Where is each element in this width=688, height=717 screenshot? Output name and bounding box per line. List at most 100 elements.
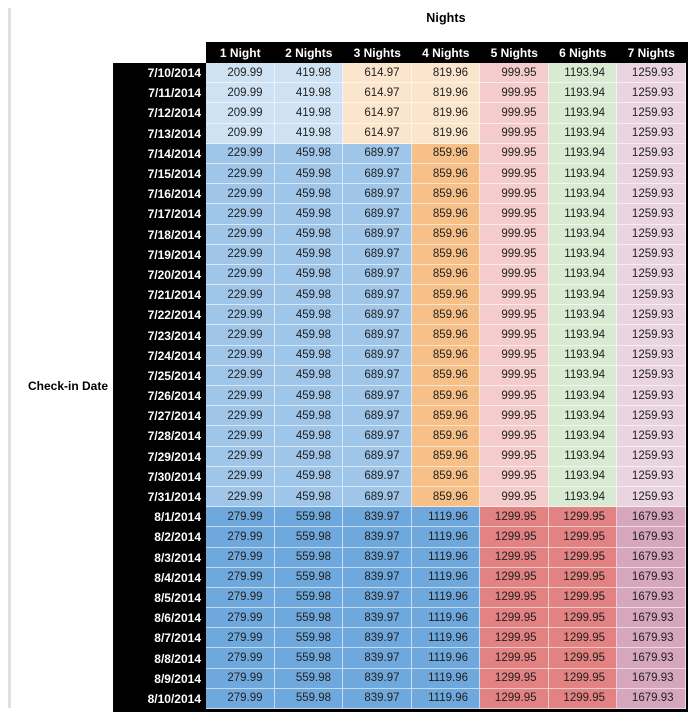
price-cell[interactable]: 1119.96 xyxy=(411,547,480,568)
price-cell[interactable]: 859.96 xyxy=(411,143,480,164)
price-cell[interactable]: 839.97 xyxy=(343,608,412,629)
price-cell[interactable]: 614.97 xyxy=(343,123,412,144)
price-cell[interactable]: 839.97 xyxy=(343,628,412,649)
checkin-date-cell[interactable]: 7/21/2014 xyxy=(113,285,206,306)
price-cell[interactable]: 819.96 xyxy=(411,103,480,124)
price-cell[interactable]: 229.99 xyxy=(206,264,275,286)
checkin-date-cell[interactable]: 7/22/2014 xyxy=(113,305,206,326)
price-cell[interactable]: 209.99 xyxy=(206,83,275,104)
price-cell[interactable]: 999.95 xyxy=(480,103,549,124)
price-cell[interactable]: 689.97 xyxy=(343,244,412,265)
price-cell[interactable]: 1193.94 xyxy=(548,486,617,508)
price-cell[interactable]: 1193.94 xyxy=(548,83,617,104)
price-cell[interactable]: 689.97 xyxy=(343,446,412,467)
price-cell[interactable]: 1299.95 xyxy=(548,688,617,709)
price-cell[interactable]: 1299.95 xyxy=(480,527,549,548)
price-cell[interactable]: 229.99 xyxy=(206,386,275,407)
price-cell[interactable]: 229.99 xyxy=(206,143,275,164)
price-cell[interactable]: 999.95 xyxy=(480,224,549,245)
checkin-date-cell[interactable]: 7/13/2014 xyxy=(113,123,206,144)
price-cell[interactable]: 229.99 xyxy=(206,224,275,245)
price-cell[interactable]: 999.95 xyxy=(480,406,549,427)
price-cell[interactable]: 209.99 xyxy=(206,63,275,84)
price-cell[interactable]: 1299.95 xyxy=(480,587,549,609)
price-cell[interactable]: 859.96 xyxy=(411,466,480,487)
price-cell[interactable]: 819.96 xyxy=(411,123,480,144)
price-cell[interactable]: 459.98 xyxy=(274,264,343,286)
price-cell[interactable]: 1193.94 xyxy=(548,184,617,205)
price-cell[interactable]: 1679.93 xyxy=(617,628,686,649)
price-cell[interactable]: 1193.94 xyxy=(548,345,617,366)
checkin-date-cell[interactable]: 8/3/2014 xyxy=(113,547,206,568)
price-cell[interactable]: 1679.93 xyxy=(617,527,686,548)
price-cell[interactable]: 1259.93 xyxy=(617,224,686,245)
price-cell[interactable]: 1679.93 xyxy=(617,688,686,709)
price-cell[interactable]: 1193.94 xyxy=(548,204,617,225)
price-cell[interactable]: 459.98 xyxy=(274,204,343,225)
price-cell[interactable]: 689.97 xyxy=(343,365,412,386)
price-cell[interactable]: 559.98 xyxy=(274,628,343,649)
price-cell[interactable]: 1259.93 xyxy=(617,446,686,467)
checkin-date-cell[interactable]: 8/1/2014 xyxy=(113,507,206,528)
price-cell[interactable]: 1259.93 xyxy=(617,63,686,84)
price-cell[interactable]: 459.98 xyxy=(274,406,343,427)
price-cell[interactable]: 229.99 xyxy=(206,184,275,205)
price-cell[interactable]: 839.97 xyxy=(343,668,412,689)
checkin-date-cell[interactable]: 7/17/2014 xyxy=(113,204,206,225)
price-cell[interactable]: 999.95 xyxy=(480,63,549,84)
checkin-date-cell[interactable]: 7/31/2014 xyxy=(113,486,206,508)
price-cell[interactable]: 1193.94 xyxy=(548,244,617,265)
price-cell[interactable]: 559.98 xyxy=(274,507,343,528)
column-header-3-nights[interactable]: 3 Nights xyxy=(343,42,412,63)
price-cell[interactable]: 559.98 xyxy=(274,527,343,548)
price-cell[interactable]: 1259.93 xyxy=(617,305,686,326)
price-cell[interactable]: 419.98 xyxy=(274,83,343,104)
price-cell[interactable]: 1193.94 xyxy=(548,406,617,427)
price-cell[interactable]: 1299.95 xyxy=(480,668,549,689)
price-cell[interactable]: 859.96 xyxy=(411,184,480,205)
price-cell[interactable]: 279.99 xyxy=(206,628,275,649)
price-cell[interactable]: 689.97 xyxy=(343,264,412,286)
column-header-5-nights[interactable]: 5 Nights xyxy=(480,42,549,63)
price-cell[interactable]: 819.96 xyxy=(411,63,480,84)
price-cell[interactable]: 229.99 xyxy=(206,446,275,467)
price-cell[interactable]: 859.96 xyxy=(411,285,480,306)
price-cell[interactable]: 689.97 xyxy=(343,305,412,326)
price-cell[interactable]: 1299.95 xyxy=(548,648,617,669)
price-cell[interactable]: 279.99 xyxy=(206,547,275,568)
price-cell[interactable]: 229.99 xyxy=(206,365,275,386)
price-cell[interactable]: 859.96 xyxy=(411,345,480,366)
price-cell[interactable]: 229.99 xyxy=(206,345,275,366)
price-cell[interactable]: 459.98 xyxy=(274,224,343,245)
price-cell[interactable]: 859.96 xyxy=(411,486,480,508)
checkin-date-cell[interactable]: 7/11/2014 xyxy=(113,83,206,104)
price-cell[interactable]: 1119.96 xyxy=(411,628,480,649)
price-cell[interactable]: 689.97 xyxy=(343,285,412,306)
checkin-date-cell[interactable]: 8/4/2014 xyxy=(113,567,206,588)
price-cell[interactable]: 839.97 xyxy=(343,648,412,669)
column-header-4-nights[interactable]: 4 Nights xyxy=(411,42,480,63)
price-cell[interactable]: 859.96 xyxy=(411,244,480,265)
price-cell[interactable]: 999.95 xyxy=(480,426,549,447)
price-cell[interactable]: 1259.93 xyxy=(617,466,686,487)
price-cell[interactable]: 1299.95 xyxy=(548,628,617,649)
price-cell[interactable]: 1299.95 xyxy=(548,527,617,548)
price-cell[interactable]: 459.98 xyxy=(274,365,343,386)
price-cell[interactable]: 1299.95 xyxy=(480,648,549,669)
price-cell[interactable]: 1193.94 xyxy=(548,285,617,306)
price-cell[interactable]: 689.97 xyxy=(343,143,412,164)
price-cell[interactable]: 1119.96 xyxy=(411,608,480,629)
checkin-date-cell[interactable]: 7/26/2014 xyxy=(113,386,206,407)
price-cell[interactable]: 1679.93 xyxy=(617,608,686,629)
checkin-date-cell[interactable]: 7/20/2014 xyxy=(113,264,206,286)
price-cell[interactable]: 1119.96 xyxy=(411,507,480,528)
checkin-date-cell[interactable]: 8/6/2014 xyxy=(113,608,206,629)
price-cell[interactable]: 1193.94 xyxy=(548,466,617,487)
price-cell[interactable]: 1119.96 xyxy=(411,567,480,588)
price-cell[interactable]: 999.95 xyxy=(480,83,549,104)
price-cell[interactable]: 229.99 xyxy=(206,204,275,225)
price-cell[interactable]: 1679.93 xyxy=(617,507,686,528)
price-cell[interactable]: 1193.94 xyxy=(548,103,617,124)
price-cell[interactable]: 459.98 xyxy=(274,345,343,366)
price-cell[interactable]: 614.97 xyxy=(343,83,412,104)
